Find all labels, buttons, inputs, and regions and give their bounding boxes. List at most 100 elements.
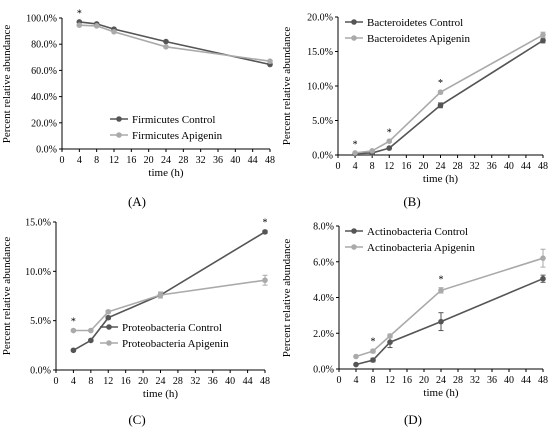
panel-4-x-tick-label: 44 (521, 375, 531, 386)
panel-3-x-tick-label: 0 (54, 376, 59, 387)
panel-3-y-tick-label: 0.0% (30, 366, 51, 377)
panel-3-legend-marker (106, 324, 112, 330)
panel-2-legend-marker (351, 19, 357, 25)
panel-3-series-1-point (262, 229, 268, 235)
panel-4-x-tick-label: 32 (470, 375, 480, 386)
panel-2-x-tick-label: 20 (418, 161, 428, 172)
panel-3-x-tick-label: 12 (103, 376, 113, 387)
panel-3-x-tick-label: 36 (208, 376, 218, 387)
panel-1-significance-star: * (77, 8, 82, 19)
panel-3-y-tick-label: 15.0% (25, 218, 51, 229)
panel-3-legend-label: Proteobacteria Control (122, 322, 222, 334)
panel-3-series-2-point (70, 327, 77, 334)
panel-4-series-2-line (355, 257, 544, 358)
panel-3-x-tick-label: 48 (260, 376, 270, 387)
panel-4-x-tick-label: 16 (402, 375, 412, 386)
panel-3-x-tick-label: 20 (138, 376, 148, 387)
panel-1-x-tick-label: 16 (126, 155, 136, 166)
panel-4-legend-marker (351, 228, 357, 234)
panel-4-x-tick-label: 48 (538, 375, 548, 386)
panel-2-legend-label: Bacteroidetes Control (367, 17, 463, 29)
panel-2-label: (B) (403, 194, 420, 209)
panel-1-x-tick-label: 24 (161, 155, 171, 166)
panel-4-y-tick-label: 0.0% (313, 365, 334, 376)
panel-1-series-1-point (163, 38, 169, 45)
panel-1-x-tick-label: 20 (144, 155, 154, 166)
panel-4-x-tick-label: 24 (436, 375, 446, 386)
panel-2-y-tick-label: 0.0% (312, 151, 333, 162)
panel-4-series-2-point (387, 333, 393, 339)
panel-4-x-tick-label: 8 (371, 375, 376, 386)
panel-2-y-tick-label: 10.0% (307, 82, 333, 93)
panel-4-x-tick-label: 40 (504, 375, 514, 386)
panel-3-x-tick-label: 8 (88, 376, 93, 387)
panel-2-x-tick-label: 24 (436, 161, 446, 172)
panel-1-x-tick-label: 40 (230, 155, 240, 166)
panel-1-series-2-point (93, 23, 100, 29)
panel-4-x-tick-label: 20 (419, 375, 429, 386)
panel-4-x-tick-label: 12 (385, 375, 395, 386)
panel-2-series-1-point (437, 102, 444, 109)
panel-3-series-1-point (88, 337, 94, 344)
panel-3-significance-star: * (263, 217, 268, 228)
panel-3-significance-star: * (71, 317, 76, 328)
panel-3-y-axis-label: Percent relative abundance (1, 237, 13, 356)
panel-3-x-tick-label: 44 (243, 376, 253, 387)
panel-3-x-tick-label: 40 (225, 376, 235, 387)
panel-1-series-1-line (79, 21, 271, 66)
panel-1-x-tick-label: 48 (265, 155, 275, 166)
panel-4-series-1-line (355, 277, 544, 366)
panel-3-x-tick-label: 28 (173, 376, 183, 387)
panel-1-series-2-point (76, 22, 83, 29)
panel-4-series-2-point (438, 287, 444, 294)
panel-4-x-tick-label: 0 (337, 375, 342, 386)
panel-2-series-2-line (355, 34, 544, 154)
panel-2-x-tick-label: 0 (336, 161, 341, 172)
panel-2-x-tick-label: 4 (353, 161, 358, 172)
panel-1-legend-marker (116, 116, 122, 122)
panel-2-significance-star: * (438, 78, 443, 89)
panel-3-x-tick-label: 16 (121, 376, 131, 387)
panel-2-series-2-point (540, 32, 546, 38)
panel-2-significance-star: * (387, 128, 392, 139)
panel-1-series-2-point (267, 58, 273, 65)
panel-4-x-tick-label: 4 (354, 375, 359, 386)
panel-1-x-tick-label: 12 (109, 155, 119, 166)
panel-4-label: (D) (404, 412, 422, 427)
panel-2-x-tick-label: 40 (504, 161, 514, 172)
panel-4-significance-star: * (371, 336, 376, 347)
panel-1-x-tick-label: 4 (77, 155, 82, 166)
panel-2-y-tick-label: 5.0% (312, 116, 333, 127)
panel-2-y-tick-label: 20.0% (307, 13, 333, 24)
panel-2-legend-marker (351, 35, 357, 41)
panel-2-series-2-point (369, 148, 375, 154)
panel-2-x-tick-label: 28 (453, 161, 463, 172)
panel-3-y-tick-label: 10.0% (25, 267, 51, 278)
panel-1-legend-marker (116, 132, 122, 138)
panel-3-y-tick-label: 5.0% (30, 316, 51, 327)
panel-2-x-tick-label: 32 (470, 161, 480, 172)
panel-2-x-tick-label: 16 (401, 161, 411, 172)
panel-2-series-2-point (352, 150, 358, 156)
panel-4-series-1-point (438, 318, 444, 325)
panel-1-legend-label: Firmicutes Apigenin (132, 130, 223, 142)
panel-1-x-tick-label: 32 (196, 155, 206, 166)
panel-2-x-tick-label: 44 (521, 161, 531, 172)
panel-3-x-tick-label: 24 (156, 376, 166, 387)
panel-2-x-tick-label: 36 (487, 161, 497, 172)
panel-3-x-axis-label: time (h) (143, 388, 178, 400)
panel-1-y-axis-label: Percent relative abundance (1, 25, 13, 144)
panel-4-series-2-point (540, 255, 546, 261)
panel-2-y-axis-label: Percent relative abundance (281, 27, 293, 146)
panel-3-series-2-point (88, 327, 94, 334)
panel-3-series-2-point (157, 292, 164, 298)
panel-1-y-tick-label: 40.0% (31, 92, 57, 103)
panel-2-x-axis-label: time (h) (423, 173, 458, 185)
panel-4-series-1-point (353, 361, 359, 368)
panel-1-x-tick-label: 28 (178, 155, 188, 166)
panel-3-x-tick-label: 32 (190, 376, 200, 387)
panel-1-y-tick-label: 80.0% (31, 40, 57, 51)
panel-2-series-1-point (540, 37, 546, 44)
panel-4-x-tick-label: 36 (487, 375, 497, 386)
panel-2-y-tick-label: 15.0% (307, 47, 333, 58)
